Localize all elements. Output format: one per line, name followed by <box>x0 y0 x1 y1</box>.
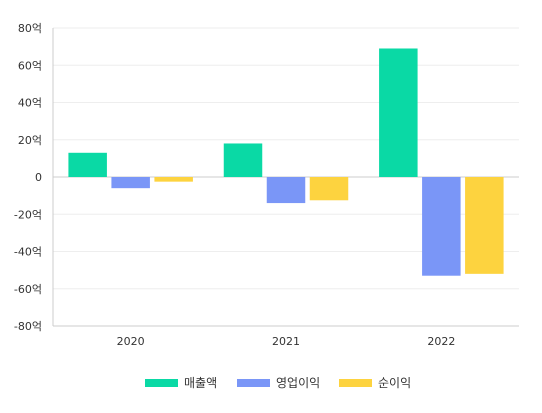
bar[interactable] <box>465 177 504 274</box>
axis-labels: 80억 60억 40억 20억 0 -20억 -40억 -60억 -80억 2020 2021 202… <box>14 22 455 348</box>
y-tick-label: 40억 <box>18 97 42 110</box>
bar[interactable] <box>266 177 306 204</box>
bar[interactable] <box>111 177 150 189</box>
legend-label: 매출액 <box>184 376 217 390</box>
legend-item[interactable]: 영업이익 <box>237 376 320 390</box>
y-tick-label: -20억 <box>14 208 42 221</box>
y-tick-label: -40억 <box>14 246 42 259</box>
bar[interactable] <box>309 177 349 201</box>
bar[interactable] <box>422 177 461 276</box>
bar[interactable] <box>223 143 263 177</box>
legend-label: 영업이익 <box>276 376 320 390</box>
legend-item[interactable]: 매출액 <box>145 376 217 390</box>
y-tick-label: -60억 <box>14 283 42 296</box>
x-tick-label: 2020 <box>117 335 145 348</box>
bar[interactable] <box>68 152 107 177</box>
legend-label: 순이익 <box>378 376 411 390</box>
y-tick-label: -80억 <box>14 320 42 333</box>
x-tick-label: 2022 <box>427 335 455 348</box>
bar[interactable] <box>154 177 193 182</box>
legend-swatch <box>145 379 178 387</box>
legend: 매출액 영업이익 순이익 <box>145 376 411 390</box>
y-tick-label: 60억 <box>18 59 42 72</box>
legend-swatch <box>339 379 372 387</box>
legend-item[interactable]: 순이익 <box>339 376 411 390</box>
y-tick-label: 20억 <box>18 134 42 147</box>
bars <box>68 48 504 276</box>
x-tick-label: 2021 <box>272 335 300 348</box>
y-tick-label: 80억 <box>18 22 42 35</box>
bar[interactable] <box>379 48 418 177</box>
legend-swatch <box>237 379 270 387</box>
y-tick-label: 0 <box>35 171 42 184</box>
